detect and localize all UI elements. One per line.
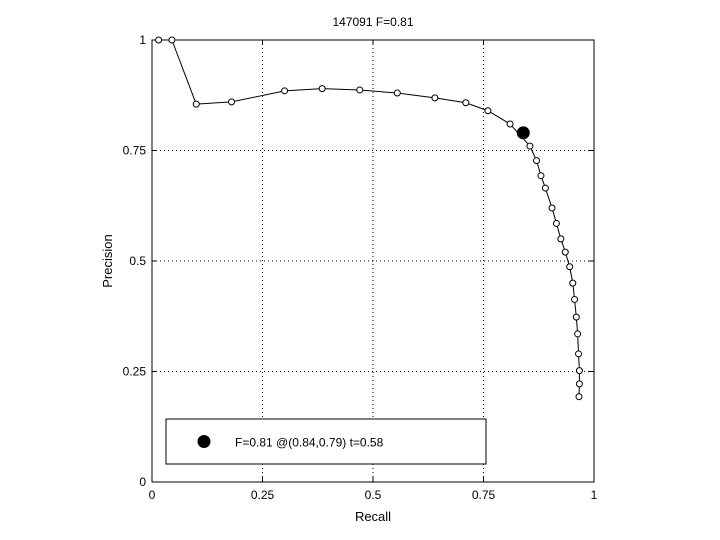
data-point	[548, 204, 556, 212]
y-tick-label: 0	[139, 475, 146, 489]
data-point	[393, 89, 401, 97]
y-tick-label: 0.75	[123, 144, 147, 158]
grid-lines	[152, 40, 594, 482]
data-point	[575, 367, 583, 375]
data-point	[192, 100, 200, 108]
data-point	[566, 263, 574, 271]
data-point	[356, 86, 364, 94]
data-point	[571, 295, 579, 303]
x-tick-label: 1	[591, 488, 598, 502]
data-point	[484, 107, 492, 115]
x-tick-label: 0	[149, 488, 156, 502]
data-point	[533, 157, 541, 165]
x-axis-label: Recall	[355, 509, 391, 524]
data-point	[574, 330, 582, 338]
series-group	[155, 36, 583, 401]
x-tick-label: 0.75	[472, 488, 496, 502]
x-tick-label: 0.5	[365, 488, 382, 502]
data-point	[155, 36, 163, 44]
x-tick-label: 0.25	[251, 488, 275, 502]
data-point	[462, 99, 470, 107]
data-point	[281, 87, 289, 95]
data-point	[575, 393, 583, 401]
y-tick-label: 0.5	[129, 254, 146, 268]
data-point	[541, 184, 549, 192]
data-point	[575, 380, 583, 388]
data-point	[228, 98, 236, 106]
data-point	[569, 279, 577, 287]
y-tick-label: 1	[139, 33, 146, 47]
y-axis-label: Precision	[100, 234, 115, 287]
data-point	[557, 235, 565, 243]
data-point	[318, 85, 326, 93]
data-point	[561, 248, 569, 256]
data-point	[526, 142, 534, 150]
legend: F=0.81 @(0.84,0.79) t=0.58	[165, 418, 487, 465]
legend-box	[165, 418, 487, 465]
data-point	[168, 36, 176, 44]
y-tick-label: 0.25	[123, 365, 147, 379]
data-point	[572, 313, 580, 321]
data-point	[575, 350, 583, 358]
chart-title: 147091 F=0.81	[332, 15, 413, 29]
legend-marker	[197, 435, 211, 448]
data-point	[506, 120, 514, 128]
legend-label: F=0.81 @(0.84,0.79) t=0.58	[235, 436, 384, 450]
data-point	[431, 94, 439, 102]
data-point	[537, 172, 545, 180]
data-point	[552, 219, 560, 227]
best-f-point	[516, 126, 530, 140]
